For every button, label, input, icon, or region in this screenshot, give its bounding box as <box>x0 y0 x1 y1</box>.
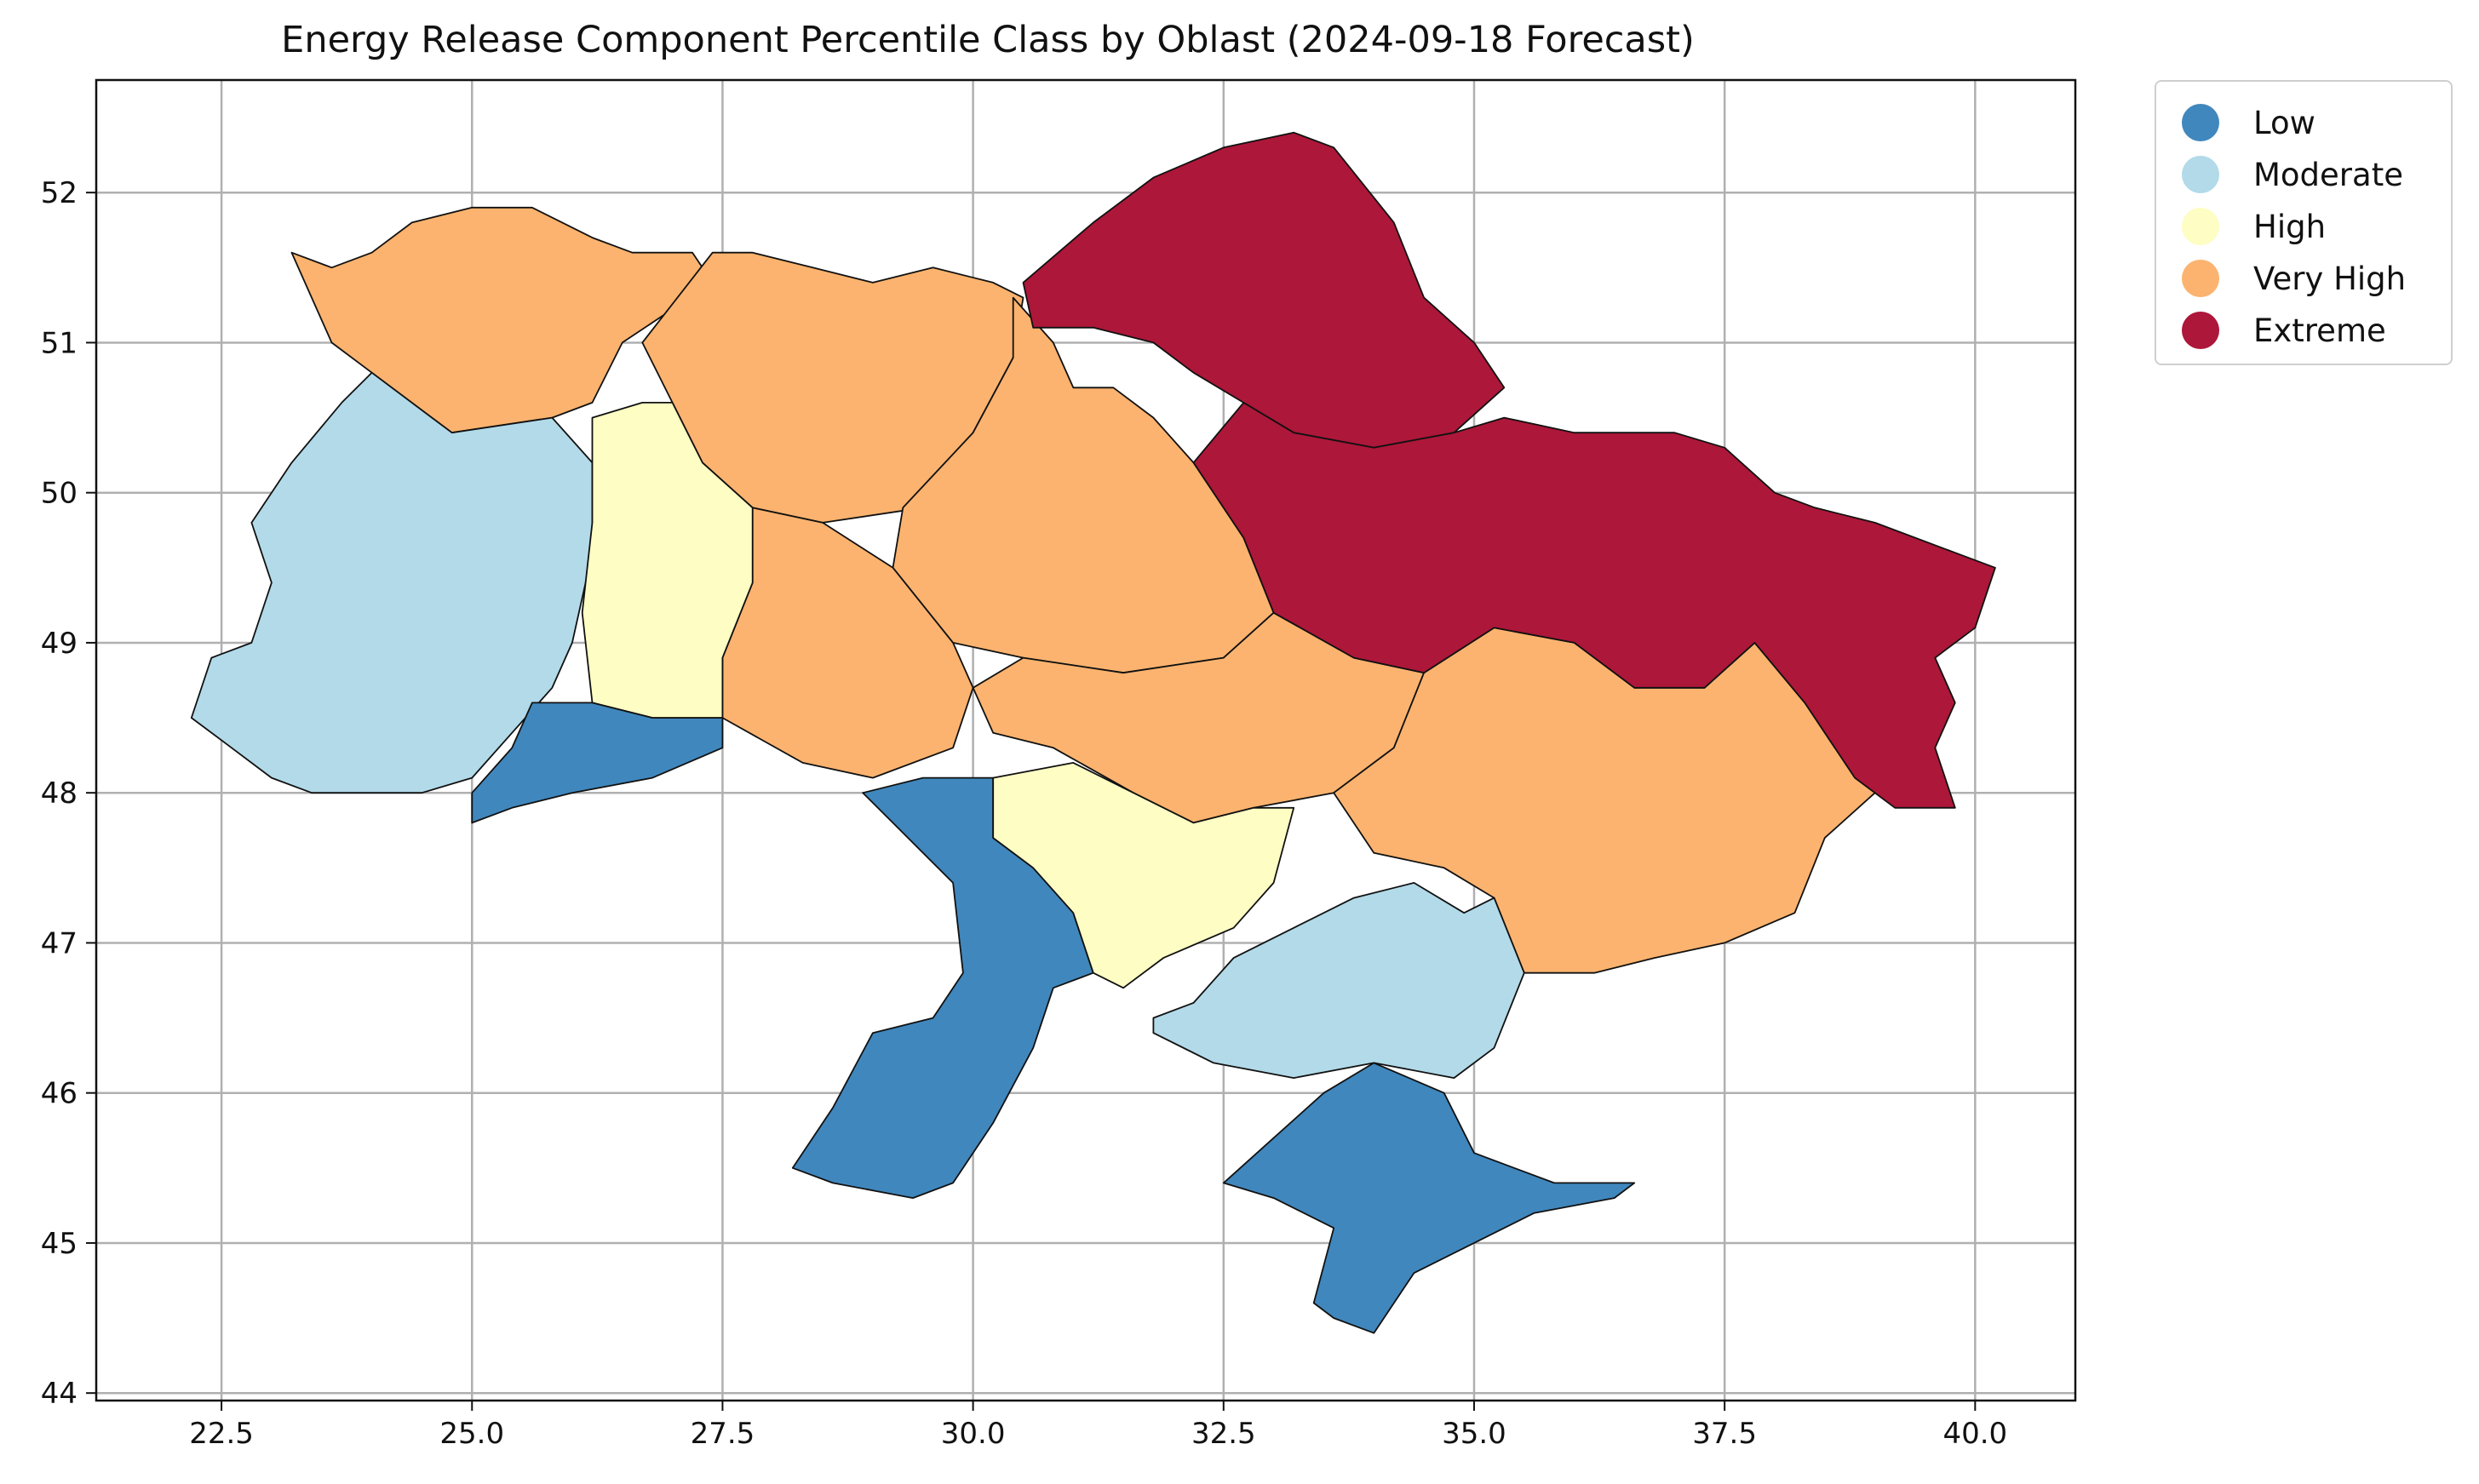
x-tick-label-3: 30.0 <box>941 1417 1006 1451</box>
legend-marker <box>2182 208 2219 245</box>
chart-title: Energy Release Component Percentile Clas… <box>281 19 1695 61</box>
legend-item: Moderate <box>2182 149 2403 200</box>
y-tick-label-3: 47 <box>41 926 77 960</box>
legend-marker <box>2182 260 2219 297</box>
y-tick-label-6: 50 <box>41 477 77 511</box>
oblast-region-13 <box>992 762 1295 989</box>
oblast-region-7 <box>1192 401 1996 809</box>
legend-label: Moderate <box>2253 156 2403 193</box>
y-tick-label-5: 49 <box>41 627 77 661</box>
oblast-region-8 <box>190 371 594 794</box>
y-tick-label-1: 45 <box>41 1227 77 1261</box>
legend-label: Very High <box>2253 260 2407 297</box>
legend: Low Moderate High Very High Extreme <box>2155 80 2453 365</box>
legend-item: High <box>2182 201 2326 252</box>
y-axis-ticks: 44 45 46 47 48 49 50 51 52 <box>41 176 96 1411</box>
oblast-region-6 <box>1022 131 1506 449</box>
x-tick-label-4: 32.5 <box>1191 1417 1256 1451</box>
legend-item: Very High <box>2182 253 2406 304</box>
y-tick-label-0: 44 <box>41 1377 77 1411</box>
x-axis-ticks: 22.5 25.0 27.5 30.0 32.5 35.0 37.5 40.0 <box>189 1401 2007 1451</box>
x-tick-label-1: 25.0 <box>439 1417 504 1451</box>
oblast-region-9 <box>581 401 754 719</box>
legend-item: Extreme <box>2182 305 2386 356</box>
x-tick-label-5: 35.0 <box>1442 1417 1506 1451</box>
y-tick-label-4: 48 <box>41 776 77 811</box>
x-tick-label-0: 22.5 <box>189 1417 254 1451</box>
x-tick-label-2: 27.5 <box>691 1417 755 1451</box>
y-tick-label-2: 46 <box>41 1077 77 1111</box>
oblast-region-10 <box>471 702 724 824</box>
legend-label: High <box>2253 208 2327 245</box>
legend-marker <box>2182 104 2219 141</box>
y-tick-label-8: 52 <box>41 176 77 210</box>
legend-marker <box>2182 312 2219 349</box>
oblast-regions <box>190 131 1996 1334</box>
legend-marker <box>2182 156 2219 193</box>
legend-label: Extreme <box>2253 312 2386 349</box>
y-tick-label-7: 51 <box>41 326 77 360</box>
plot-frame <box>95 78 2077 1402</box>
legend-item: Low <box>2182 97 2315 148</box>
oblast-region-14 <box>1152 882 1525 1079</box>
legend-label: Low <box>2253 104 2315 141</box>
x-tick-label-7: 40.0 <box>1942 1417 2007 1451</box>
oblast-region-12 <box>1222 1062 1636 1334</box>
x-tick-label-6: 37.5 <box>1692 1417 1757 1451</box>
